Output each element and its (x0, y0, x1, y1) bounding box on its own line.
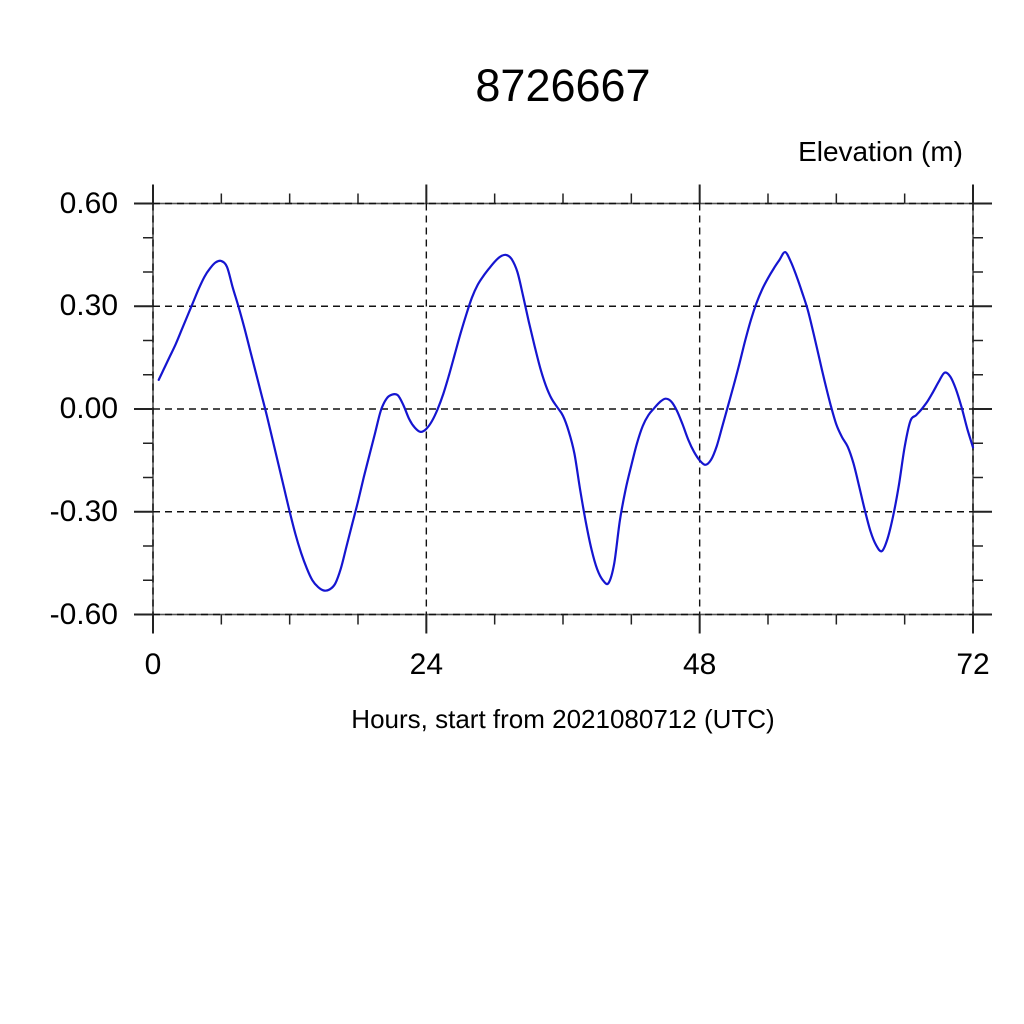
y-axis-title: Elevation (m) (798, 136, 963, 167)
x-axis-title: Hours, start from 2021080712 (UTC) (351, 704, 775, 734)
y-tick-label--0.30: -0.30 (49, 494, 118, 528)
y-tick-label-0.30: 0.30 (59, 289, 118, 323)
y-tick-label--0.60: -0.60 (49, 597, 118, 631)
y-tick-label-0.00: 0.00 (59, 392, 118, 425)
chart-title: 8726667 (475, 60, 651, 111)
elevation-curve (157, 251, 975, 592)
x-tick-label-0: 0 (144, 648, 162, 681)
x-tick-label-24: 24 (409, 648, 444, 681)
y-tick-label-0.60: 0.60 (59, 186, 118, 220)
x-tick-label-48: 48 (682, 648, 717, 681)
x-tick-label-72: 72 (956, 648, 990, 681)
